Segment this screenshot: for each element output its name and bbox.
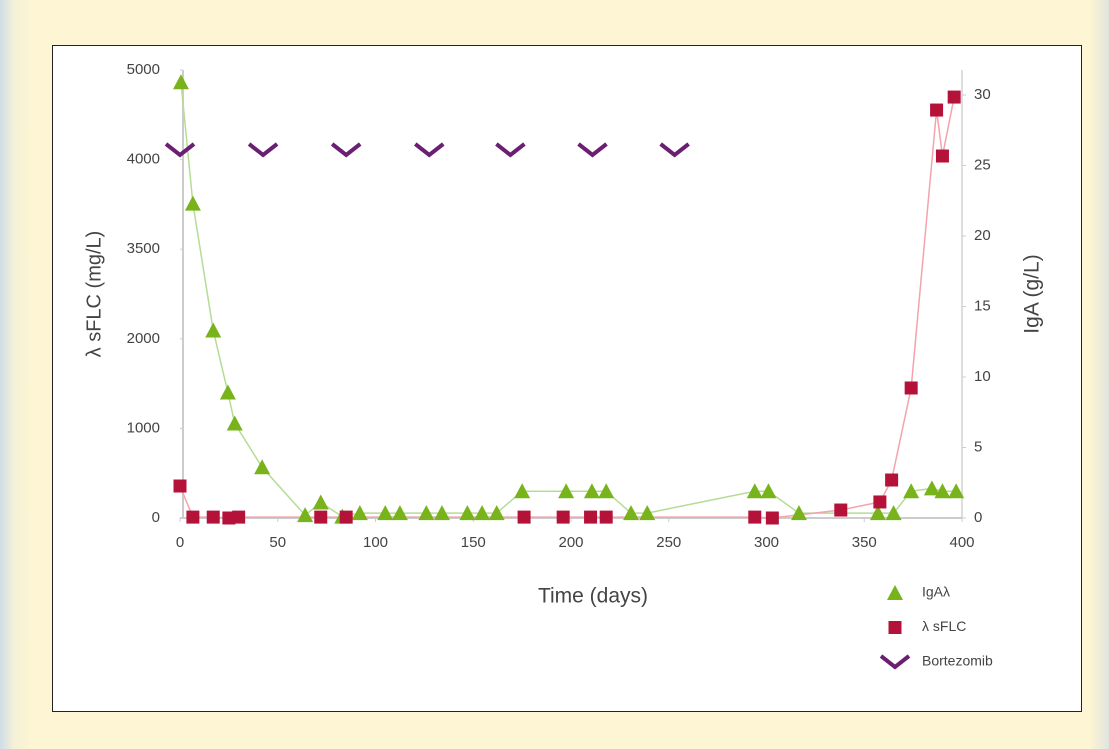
y-tick-label: 1000: [127, 419, 160, 436]
marker-chevron: [659, 142, 690, 158]
marker-triangle: [623, 505, 640, 521]
marker-triangle: [639, 505, 656, 521]
marker-triangle: [297, 507, 314, 523]
marker-square: [556, 510, 570, 524]
marker-square: [873, 495, 887, 509]
marker-square: [947, 90, 961, 104]
marker-triangle: [377, 505, 394, 521]
chart-frame: [52, 45, 1082, 712]
marker-square: [834, 503, 848, 517]
y2-tick-label: 10: [974, 368, 991, 385]
marker-triangle: [746, 483, 763, 499]
y-tick-label: 5000: [127, 61, 160, 78]
y2-tick-label: 0: [974, 509, 982, 526]
marker-square: [930, 103, 944, 117]
marker-triangle: [459, 505, 476, 521]
y2-tick-label: 20: [974, 227, 991, 244]
marker-square: [173, 479, 187, 493]
x-tick-label: 100: [363, 534, 388, 551]
marker-triangle: [514, 483, 531, 499]
marker-triangle: [433, 505, 450, 521]
x-tick-label: 0: [176, 534, 184, 551]
marker-triangle: [790, 505, 807, 521]
marker-triangle: [760, 483, 777, 499]
marker-square: [885, 473, 899, 487]
y2-tick-label: 5: [974, 438, 982, 455]
x-tick-label: 350: [852, 534, 877, 551]
x-tick-label: 300: [754, 534, 779, 551]
marker-triangle: [934, 483, 951, 499]
marker-triangle: [474, 505, 491, 521]
x-tick-label: 50: [269, 534, 286, 551]
marker-square: [599, 510, 613, 524]
marker-chevron: [330, 142, 362, 158]
y-tick-label: 3500: [127, 240, 160, 257]
marker-square: [314, 510, 328, 524]
marker-square: [232, 510, 246, 524]
series-line: [180, 82, 957, 518]
y-tick-label: 0: [152, 509, 160, 526]
marker-square: [517, 510, 531, 524]
marker-triangle: [254, 459, 271, 475]
marker-triangle: [184, 195, 201, 211]
y2-tick-label: 30: [974, 86, 991, 103]
marker-triangle: [226, 415, 243, 431]
legend-marker: [887, 585, 903, 600]
legend-label: IgAλ: [922, 584, 950, 600]
x-axis-title: Time (days): [538, 585, 648, 608]
marker-triangle: [583, 483, 600, 499]
marker-chevron: [247, 142, 279, 158]
marker-chevron: [495, 142, 526, 158]
marker-triangle: [598, 483, 615, 499]
marker-triangle: [351, 505, 368, 521]
x-tick-label: 400: [949, 534, 974, 551]
marker-triangle: [219, 384, 236, 400]
marker-chevron: [414, 142, 445, 158]
marker-square: [748, 510, 762, 524]
y2-tick-label: 15: [974, 297, 991, 314]
marker-chevron: [164, 142, 196, 158]
marker-square: [339, 510, 353, 524]
marker-triangle: [488, 505, 505, 521]
x-tick-label: 250: [656, 534, 681, 551]
marker-square: [765, 511, 779, 525]
legend-marker: [879, 654, 911, 670]
x-tick-label: 150: [461, 534, 486, 551]
y2-axis-title: IgA (g/L): [1021, 254, 1044, 333]
legend-label: λ sFLC: [922, 618, 966, 634]
y-tick-label: 2000: [127, 330, 160, 347]
marker-triangle: [923, 480, 940, 496]
marker-square: [935, 149, 949, 163]
marker-square: [222, 511, 236, 525]
marker-square: [584, 510, 598, 524]
marker-chevron: [577, 142, 608, 158]
marker-triangle: [312, 494, 329, 510]
marker-square: [904, 381, 918, 395]
x-tick-label: 200: [558, 534, 583, 551]
y-tick-label: 4000: [127, 151, 160, 168]
series-line: [179, 96, 955, 519]
marker-triangle: [869, 505, 886, 521]
marker-triangle: [418, 505, 435, 521]
marker-square: [186, 510, 200, 524]
marker-triangle: [885, 505, 902, 521]
y2-tick-label: 25: [974, 156, 991, 173]
marker-triangle: [205, 322, 222, 338]
marker-triangle: [948, 483, 965, 499]
marker-triangle: [903, 483, 920, 499]
y-axis-title: λ sFLC (mg/L): [83, 231, 105, 358]
legend-marker: [888, 621, 902, 634]
marker-triangle: [391, 505, 408, 521]
marker-square: [206, 510, 220, 524]
legend-label: Bortezomib: [922, 653, 993, 669]
marker-triangle: [172, 74, 189, 90]
marker-triangle: [558, 483, 575, 499]
